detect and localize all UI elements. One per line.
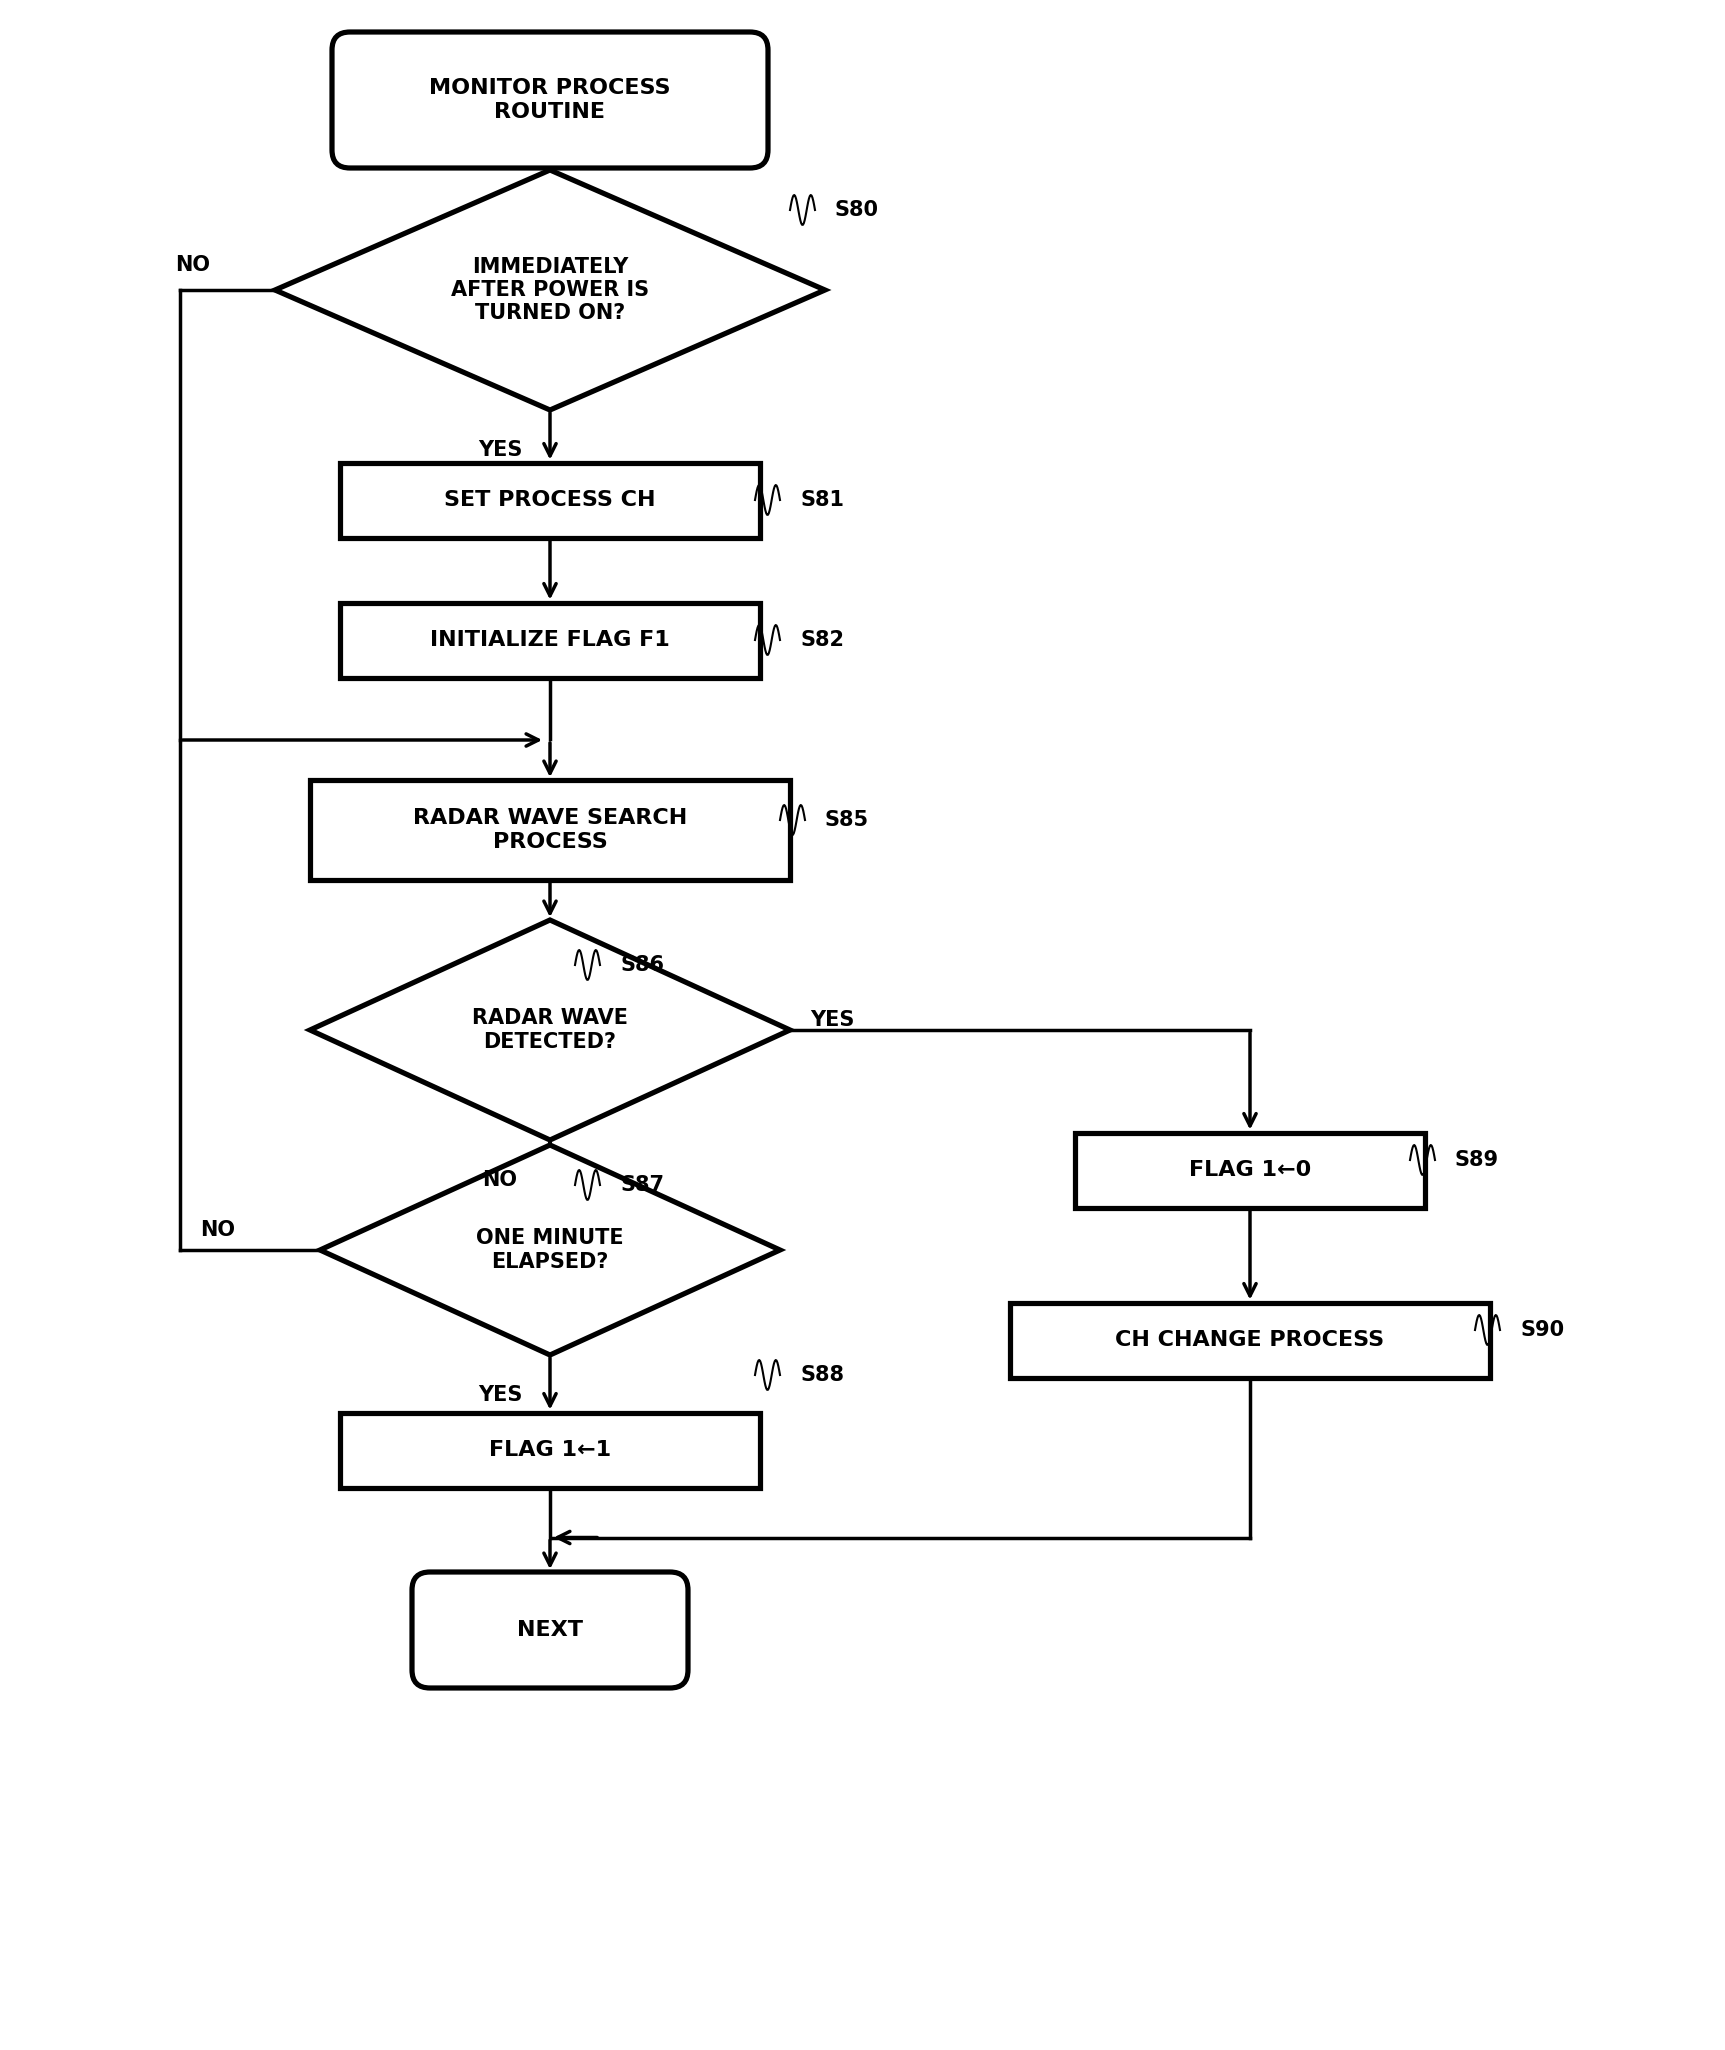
Text: RADAR WAVE SEARCH
PROCESS: RADAR WAVE SEARCH PROCESS (412, 808, 687, 851)
Bar (1011, 1302, 1490, 1378)
Text: RADAR WAVE
DETECTED?: RADAR WAVE DETECTED? (473, 1009, 628, 1052)
Bar (340, 603, 761, 676)
Text: NO: NO (483, 1171, 518, 1189)
Bar (1075, 1132, 1425, 1207)
Text: S81: S81 (800, 490, 844, 510)
Text: NO: NO (200, 1220, 235, 1240)
Text: S89: S89 (1454, 1150, 1499, 1171)
Text: YES: YES (478, 441, 523, 459)
Text: SET PROCESS CH: SET PROCESS CH (445, 490, 656, 510)
Text: S85: S85 (825, 810, 869, 830)
FancyBboxPatch shape (412, 1572, 688, 1687)
Text: MONITOR PROCESS
ROUTINE: MONITOR PROCESS ROUTINE (430, 78, 671, 121)
Text: S87: S87 (619, 1175, 664, 1195)
Text: S82: S82 (800, 629, 844, 650)
Polygon shape (310, 920, 790, 1140)
Text: FLAG 1←1: FLAG 1←1 (488, 1439, 611, 1460)
Text: ONE MINUTE
ELAPSED?: ONE MINUTE ELAPSED? (476, 1228, 624, 1271)
Text: FLAG 1←0: FLAG 1←0 (1189, 1160, 1311, 1181)
Text: YES: YES (811, 1011, 854, 1029)
Bar (340, 463, 761, 537)
Text: INITIALIZE FLAG F1: INITIALIZE FLAG F1 (430, 629, 669, 650)
Text: S88: S88 (800, 1365, 844, 1386)
Polygon shape (321, 1146, 780, 1355)
Text: S86: S86 (619, 955, 664, 976)
Bar (310, 779, 790, 879)
Text: YES: YES (478, 1386, 523, 1404)
Text: NEXT: NEXT (518, 1620, 583, 1640)
Polygon shape (274, 170, 825, 410)
Text: NO: NO (174, 254, 210, 275)
Text: IMMEDIATELY
AFTER POWER IS
TURNED ON?: IMMEDIATELY AFTER POWER IS TURNED ON? (450, 256, 649, 324)
Text: CH CHANGE PROCESS: CH CHANGE PROCESS (1116, 1330, 1385, 1351)
Text: S80: S80 (835, 201, 880, 219)
Text: S90: S90 (1520, 1320, 1565, 1341)
Bar (340, 1412, 761, 1488)
FancyBboxPatch shape (331, 33, 768, 168)
